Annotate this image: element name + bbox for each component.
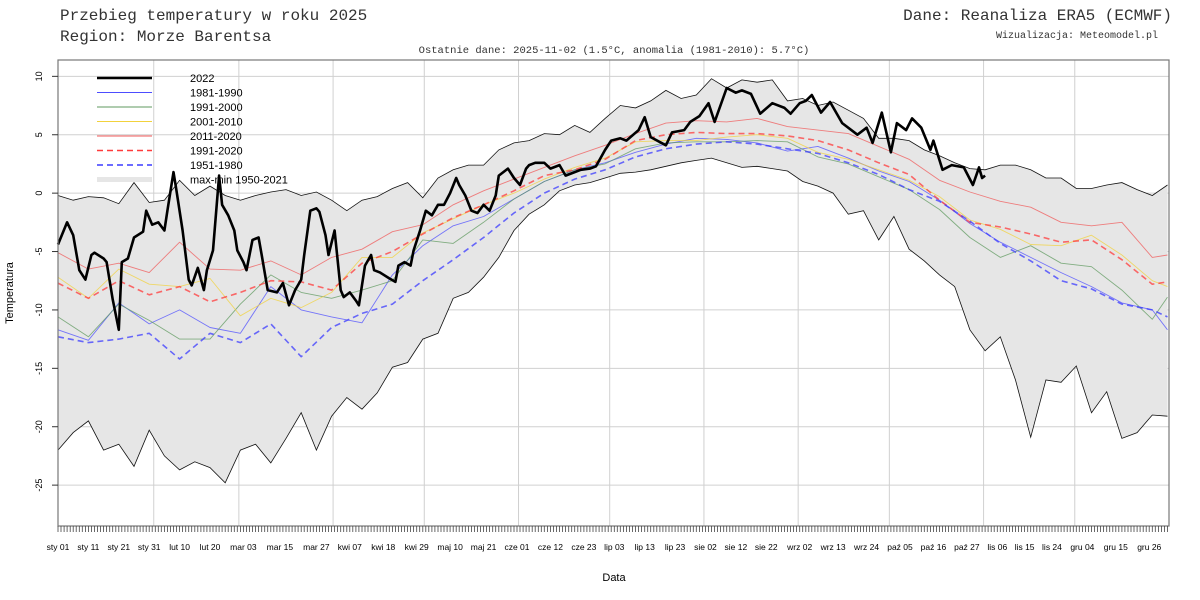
y-tick-label: -15 [34, 362, 44, 375]
y-axis-label: Temperatura [4, 261, 16, 324]
region-label: Region: Morze Barentsa [60, 28, 272, 46]
x-tick-label: lut 10 [169, 542, 190, 552]
x-tick-label: kwi 29 [405, 542, 429, 552]
series-line-2022 [56, 86, 986, 332]
series-line-2001-2010 [57, 134, 1168, 317]
y-tick-label: 10 [34, 71, 44, 81]
series-line-1991-2020 [57, 131, 1168, 303]
x-tick-label: wrz 02 [786, 542, 812, 552]
x-tick-label: gru 26 [1137, 542, 1161, 552]
legend-label: 1981-1990 [190, 88, 243, 100]
legend-label: 2001-2010 [190, 117, 243, 129]
y-tick-label: -20 [34, 420, 44, 433]
x-tick-label: paź 16 [921, 542, 947, 552]
x-tick-label: sie 12 [725, 542, 748, 552]
y-tick-label: -10 [34, 303, 44, 316]
x-tick-label: cze 01 [504, 542, 529, 552]
axes: -25 -20 -15 -10 -5 0 5 10 sty 01 sty 11 sty 21 sty … [34, 71, 1168, 552]
x-tick-label: sty 21 [107, 542, 130, 552]
envelope-band [57, 78, 1168, 484]
x-tick-label: wrz 13 [820, 542, 846, 552]
x-tick-label: paź 27 [954, 542, 980, 552]
x-tick-label: sie 02 [694, 542, 717, 552]
legend: 2022 1981-1990 1991-2000 2001-2010 2011-2020… [97, 73, 288, 187]
x-tick-label: paź 05 [887, 542, 913, 552]
y-tick-label: 5 [34, 132, 44, 137]
x-tick-label: lip 23 [665, 542, 686, 552]
legend-label: 2011-2020 [190, 131, 242, 143]
data-source: Dane: Reanaliza ERA5 (ECMWF) [903, 7, 1172, 25]
y-tick-label: -25 [34, 479, 44, 492]
series-line-1991-2000 [57, 140, 1168, 340]
envelope-area [58, 78, 1168, 483]
x-tick-label: lis 24 [1042, 542, 1062, 552]
x-tick-label: mar 27 [303, 542, 330, 552]
last-data-subtitle: Ostatnie dane: 2025-11-02 (1.5°C, anomal… [419, 45, 810, 57]
series-lines [56, 86, 1168, 360]
legend-label: 1991-2020 [190, 146, 243, 158]
x-axis-label: Data [602, 572, 626, 584]
y-tick-label: -5 [34, 248, 44, 256]
x-tick-label: cze 23 [571, 542, 596, 552]
x-tick-label: gru 15 [1104, 542, 1128, 552]
x-tick-label: lip 03 [604, 542, 625, 552]
legend-label: 2022 [190, 73, 214, 85]
x-tick-label: mar 15 [267, 542, 294, 552]
x-tick-label: sie 22 [755, 542, 778, 552]
legend-label: 1951-1980 [190, 160, 243, 172]
x-tick-label: sty 11 [77, 542, 99, 552]
chart-title: Przebieg temperatury w roku 2025 [60, 7, 367, 25]
x-day-ticks [57, 526, 1168, 532]
x-tick-label: lis 06 [987, 542, 1007, 552]
x-tick-label: kwi 07 [338, 542, 362, 552]
series-line-1951-1980 [57, 141, 1168, 360]
y-tick-label: 0 [34, 191, 44, 196]
x-tick-label: lis 15 [1015, 542, 1035, 552]
x-tick-label: lip 13 [634, 542, 655, 552]
x-tick-label: maj 10 [437, 542, 463, 552]
envelope-max-line [57, 78, 1168, 212]
plot-frame [57, 59, 1170, 527]
x-tick-label: wrz 24 [853, 542, 879, 552]
x-tick-label: lut 20 [200, 542, 221, 552]
x-tick-label: kwi 18 [371, 542, 395, 552]
x-tick-label: maj 21 [471, 542, 497, 552]
x-tick-label: sty 01 [47, 542, 70, 552]
legend-label: max-min 1950-2021 [190, 175, 288, 187]
x-tick-label: cze 12 [538, 542, 563, 552]
legend-label: 1991-2000 [190, 102, 243, 114]
x-tick-label: sty 31 [138, 542, 161, 552]
credit-label: Wizualizacja: Meteomodel.pl [996, 30, 1158, 42]
envelope-min-line [57, 157, 1168, 484]
x-tick-label: mar 03 [230, 542, 257, 552]
x-tick-label: gru 04 [1070, 542, 1094, 552]
